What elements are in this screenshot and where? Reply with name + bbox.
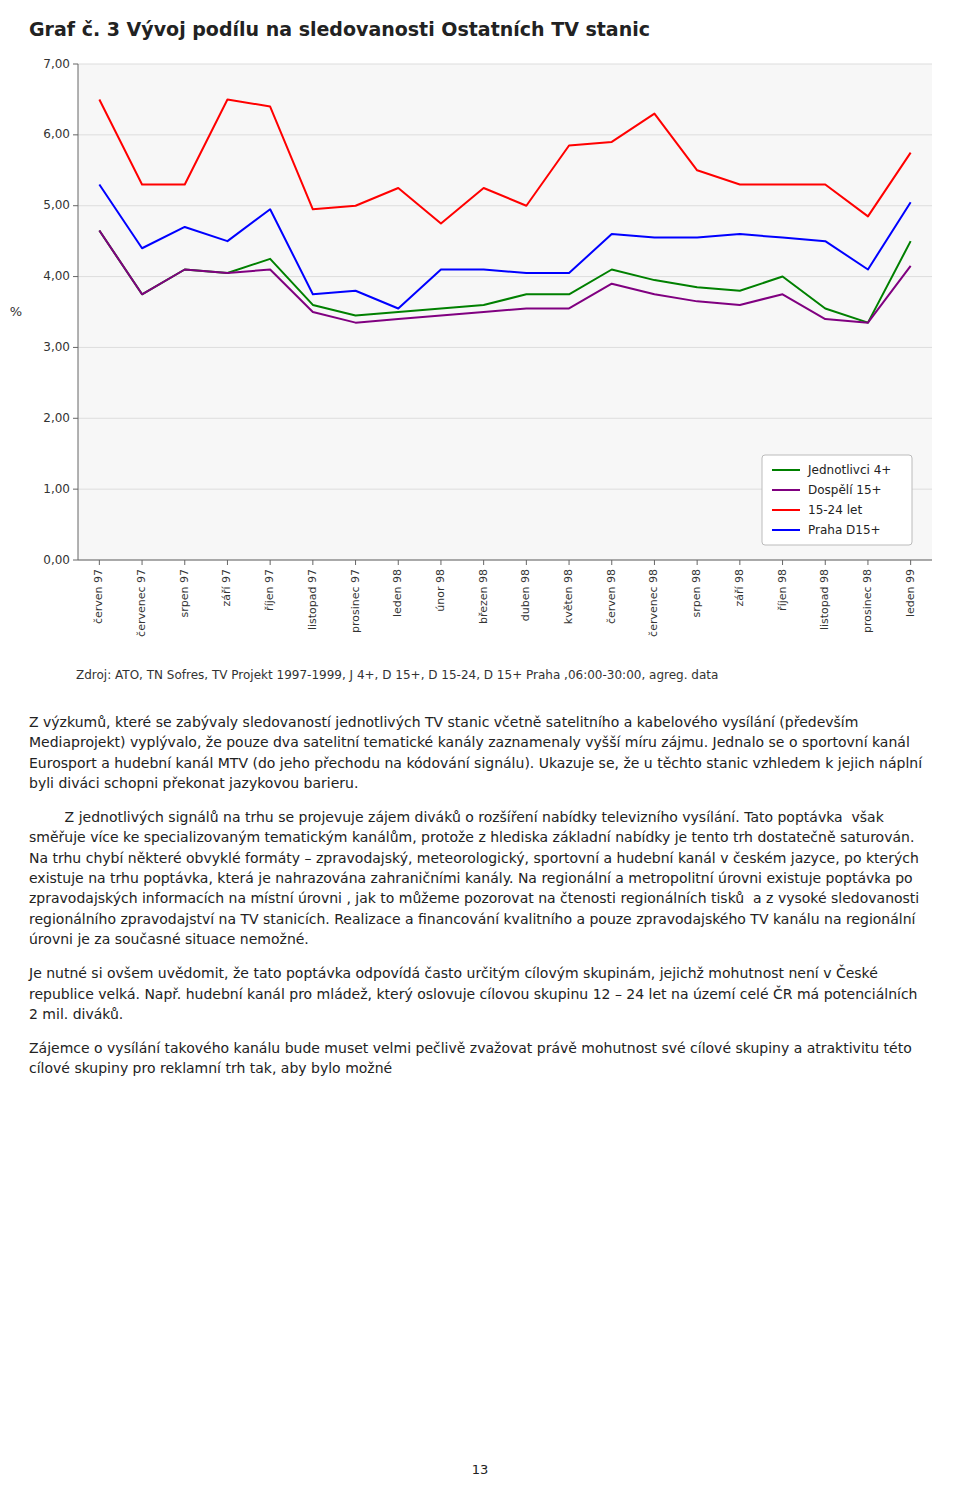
legend-label: 15-24 let: [808, 503, 862, 517]
x-axis: červen 97 červenec 97 srpen 97 září 97 říjen…: [78, 560, 932, 637]
x-tick: [825, 560, 826, 565]
grid-line: [78, 418, 932, 419]
x-tick-label: červenec 97: [135, 569, 148, 637]
chart-title: Graf č. 3 Vývoj podílu na sledovanosti O…: [29, 18, 650, 40]
legend: Jednotlivci 4+ Dospělí 15+ 15-24 let Praha …: [762, 455, 912, 545]
y-tick: [73, 347, 78, 348]
x-tick-label: leden 98: [391, 569, 404, 617]
x-tick-label: únor 98: [434, 569, 447, 612]
y-tick-label: 5,00: [43, 198, 70, 212]
x-tick: [99, 560, 100, 565]
x-tick-label: duben 98: [519, 569, 532, 621]
y-tick: [73, 205, 78, 206]
x-tick: [867, 560, 868, 565]
series-line: [99, 231, 910, 323]
grid-line: [78, 347, 932, 348]
paragraph: Z výzkumů, které se zabývaly sledovanost…: [29, 712, 929, 793]
x-tick-label: prosinec 98: [861, 569, 874, 633]
body-text: Z výzkumů, které se zabývaly sledovanost…: [29, 712, 929, 1093]
legend-swatch: [772, 509, 800, 511]
x-tick: [782, 560, 783, 565]
y-tick: [73, 134, 78, 135]
y-tick: [73, 276, 78, 277]
series-lines: [99, 99, 910, 322]
x-tick: [142, 560, 143, 565]
series-line: [99, 231, 910, 323]
y-tick-label: 1,00: [43, 482, 70, 496]
paragraph: Z jednotlivých signálů na trhu se projev…: [29, 807, 929, 949]
y-axis-label: %: [10, 304, 22, 319]
y-tick-label: 7,00: [43, 57, 70, 71]
x-tick-label: prosinec 97: [349, 569, 362, 633]
series-line: [99, 99, 910, 223]
x-tick: [398, 560, 399, 565]
chart: 0,00 1,00 2,00 3,00 4,00 5,00 6,00 7,00% červen …: [0, 52, 960, 660]
legend-label: Jednotlivci 4+: [807, 463, 891, 477]
x-tick: [483, 560, 484, 565]
y-tick-label: 6,00: [43, 127, 70, 141]
y-tick: [73, 560, 78, 561]
x-tick: [526, 560, 527, 565]
y-tick-label: 3,00: [43, 340, 70, 354]
y-tick-label: 4,00: [43, 269, 70, 283]
plot-area: [78, 64, 932, 560]
x-tick-label: listopad 98: [818, 569, 831, 630]
x-tick: [910, 560, 911, 565]
legend-swatch: [772, 469, 800, 471]
x-tick-label: říjen 98: [776, 569, 789, 611]
x-tick-label: červenec 98: [647, 569, 660, 637]
grid: [78, 64, 932, 560]
x-tick: [312, 560, 313, 565]
y-tick-label: 0,00: [43, 553, 70, 567]
legend-label: Praha D15+: [808, 523, 881, 537]
x-tick-label: srpen 97: [178, 569, 191, 617]
series-line: [99, 184, 910, 308]
paragraph: Je nutné si ovšem uvědomit, že tato popt…: [29, 963, 929, 1024]
y-tick-label: 2,00: [43, 411, 70, 425]
y-tick: [73, 489, 78, 490]
grid-line: [78, 134, 932, 135]
x-tick: [611, 560, 612, 565]
x-tick: [739, 560, 740, 565]
y-axis-line: [78, 64, 79, 560]
x-tick-label: říjen 97: [263, 569, 276, 611]
grid-line: [78, 64, 932, 65]
x-tick-label: červen 97: [92, 569, 105, 624]
x-tick: [440, 560, 441, 565]
x-tick: [355, 560, 356, 565]
grid-line: [78, 560, 932, 561]
paragraph: Zájemce o vysílání takového kanálu bude …: [29, 1038, 929, 1079]
x-tick-label: září 97: [220, 569, 233, 607]
x-tick-label: srpen 98: [690, 569, 703, 617]
x-tick: [270, 560, 271, 565]
x-tick: [227, 560, 228, 565]
y-tick: [73, 64, 78, 65]
x-tick: [697, 560, 698, 565]
legend-swatch: [772, 489, 800, 491]
x-tick-label: březen 98: [477, 569, 490, 624]
x-tick: [654, 560, 655, 565]
page-number: 13: [0, 1462, 960, 1477]
x-tick-label: listopad 97: [306, 569, 319, 630]
x-tick: [184, 560, 185, 565]
source-note: Zdroj: ATO, TN Sofres, TV Projekt 1997-1…: [76, 668, 718, 682]
x-tick-label: září 98: [733, 569, 746, 607]
x-tick: [569, 560, 570, 565]
y-axis: 0,00 1,00 2,00 3,00 4,00 5,00 6,00 7,00: [43, 57, 78, 567]
x-tick-label: červen 98: [605, 569, 618, 624]
legend-box: [762, 455, 912, 545]
x-axis-line: [78, 560, 932, 561]
y-tick: [73, 418, 78, 419]
x-tick-label: leden 99: [904, 569, 917, 617]
grid-line: [78, 205, 932, 206]
legend-label: Dospělí 15+: [808, 483, 882, 497]
x-tick-label: květen 98: [562, 569, 575, 624]
legend-swatch: [772, 529, 800, 531]
grid-line: [78, 276, 932, 277]
